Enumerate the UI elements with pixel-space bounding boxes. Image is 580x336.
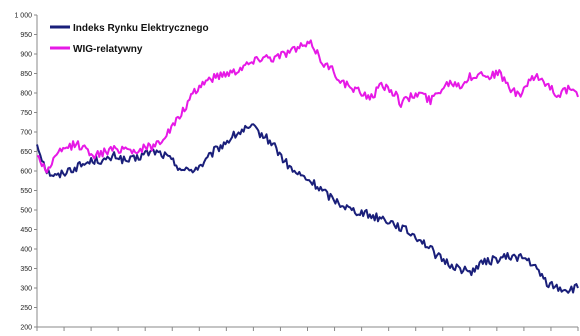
y-axis-tick-label: 300	[20, 286, 32, 293]
y-axis-tick-label: 600	[20, 169, 32, 176]
legend-label-irek: Indeks Rynku Elektrycznego	[73, 23, 209, 34]
y-axis-tick-label: 750	[20, 110, 32, 117]
axes	[36, 15, 579, 331]
y-axis-tick-label: 700	[20, 130, 32, 137]
y-axis-tick-label: 500	[20, 208, 32, 215]
y-axis-tick-label: 900	[20, 52, 32, 59]
y-axis-tick-label: 450	[20, 227, 32, 234]
series-lines	[36, 39, 579, 294]
y-axis-ticks: 1 000 950 900 850 800 750 700 650 600 550 500 450 40…	[14, 13, 37, 332]
legend: Indeks Rynku Elektrycznego WIG-relatywny	[50, 23, 209, 55]
y-axis-tick-label: 350	[20, 266, 32, 273]
y-axis-tick-label: 800	[20, 91, 32, 98]
y-axis-tick-label: 550	[20, 188, 32, 195]
y-axis-tick-label: 400	[20, 247, 32, 254]
series-line-1	[36, 39, 579, 174]
legend-label-wig: WIG-relatywny	[73, 44, 143, 55]
y-axis-tick-label: 1 000	[14, 13, 32, 20]
y-axis-tick-label: 850	[20, 71, 32, 78]
y-axis-tick-label: 250	[20, 305, 32, 312]
y-axis-tick-label: 200	[20, 325, 32, 332]
y-axis-tick-label: 950	[20, 32, 32, 39]
series-line-0	[36, 123, 579, 294]
y-axis-tick-label: 650	[20, 149, 32, 156]
